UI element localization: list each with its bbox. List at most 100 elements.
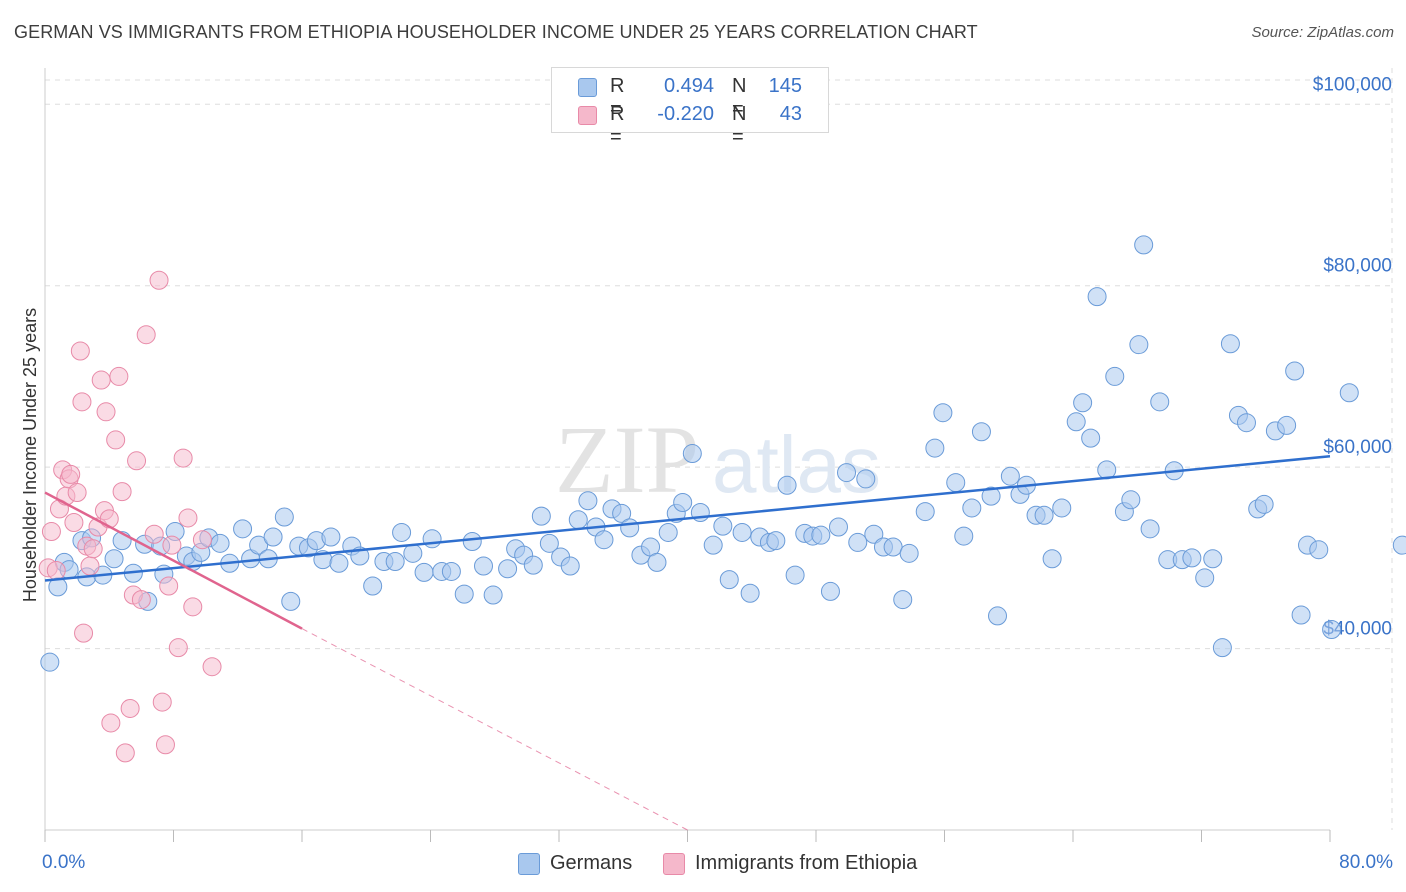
germans-point: [899, 543, 919, 563]
ethiopia-point: [112, 482, 132, 502]
germans-point: [578, 491, 598, 511]
y-tick-label: $100,000: [1313, 74, 1392, 95]
ethiopia-point: [101, 713, 121, 733]
germans-point: [703, 535, 723, 555]
ethiopia-point: [159, 576, 179, 596]
germans-point: [104, 549, 124, 569]
germans-point: [1212, 638, 1232, 658]
germans-point: [673, 493, 693, 513]
ethiopia-point: [96, 402, 116, 422]
ethiopia-point: [41, 522, 61, 542]
germans-point: [210, 533, 230, 553]
germans-point: [321, 527, 341, 547]
ethiopia-point: [183, 597, 203, 617]
watermark: ZIP: [555, 406, 699, 513]
germans-point: [1392, 535, 1406, 555]
ethiopia-swatch: [578, 106, 597, 125]
germans-point: [933, 403, 953, 423]
stats-legend: R = 0.494 N = 145 R = -0.220 N = 43: [551, 67, 829, 148]
series-legend: Germans Immigrants from Ethiopia: [0, 852, 1406, 878]
ethiopia-point: [80, 556, 100, 576]
ethiopia-point: [202, 657, 222, 677]
r-label: R =: [610, 75, 625, 120]
germans-point: [1277, 415, 1297, 435]
germans-point: [740, 583, 760, 603]
germans-point: [249, 535, 269, 555]
germans-point: [785, 565, 805, 585]
germans-point: [274, 507, 294, 527]
x-tick-label-start: 0.0%: [42, 852, 85, 873]
germans-point: [962, 498, 982, 518]
germans-point: [329, 553, 349, 573]
germans-point: [883, 537, 903, 557]
germans-point: [1339, 383, 1359, 403]
germans-swatch: [578, 78, 597, 97]
germans-point: [856, 469, 876, 489]
germans-point: [766, 531, 786, 551]
germans-point: [647, 552, 667, 572]
germans-point: [1309, 540, 1329, 560]
ethiopia-point: [83, 539, 103, 559]
germans-point: [848, 532, 868, 552]
germans-point: [462, 532, 482, 552]
germans-point: [777, 475, 797, 495]
germans-point: [971, 422, 991, 442]
trend-lines: [44, 455, 1331, 831]
germans-legend-label: Germans: [550, 852, 633, 874]
germans-point: [1000, 466, 1020, 486]
ethiopia-point: [70, 341, 90, 361]
germans-point: [620, 518, 640, 538]
germans-point: [1105, 366, 1125, 386]
ethiopia-point: [115, 743, 135, 763]
x-tick-labels: 0.0% 80.0%: [42, 852, 1393, 873]
germans-point: [946, 473, 966, 493]
germans-point: [441, 561, 461, 581]
germans-points: [40, 235, 1406, 672]
germans-point: [1150, 392, 1170, 412]
ethiopia-point: [173, 448, 193, 468]
germans-point: [893, 590, 913, 610]
germans-point: [498, 559, 518, 579]
ethiopia-trend-line: [44, 491, 303, 630]
germans-point: [560, 556, 580, 576]
ethiopia-point: [127, 451, 147, 471]
ethiopia-point: [106, 430, 126, 450]
germans-point: [422, 529, 442, 549]
y-tick-label: $40,000: [1323, 619, 1392, 640]
ethiopia-trend-extension: [301, 628, 688, 831]
ethiopia-legend-label: Immigrants from Ethiopia: [695, 852, 918, 874]
ethiopia-point: [155, 735, 175, 755]
n-value: 43: [779, 103, 802, 125]
germans-point: [392, 522, 412, 542]
germans-point: [1220, 334, 1240, 354]
n-label: N =: [732, 103, 747, 148]
germans-trend-line: [44, 455, 1331, 582]
ethiopia-point: [72, 392, 92, 412]
germans-point: [385, 551, 405, 571]
germans-point: [454, 584, 474, 604]
germans-point: [483, 585, 503, 605]
germans-point: [263, 527, 283, 547]
germans-point: [925, 438, 945, 458]
germans-point: [403, 543, 423, 563]
germans-point: [233, 519, 253, 539]
germans-point: [1052, 498, 1072, 518]
chart-title: GERMAN VS IMMIGRANTS FROM ETHIOPIA HOUSE…: [14, 22, 978, 42]
germans-point: [1087, 287, 1107, 307]
ethiopia-point: [91, 370, 111, 390]
germans-point: [732, 522, 752, 542]
ethiopia-point: [149, 270, 169, 290]
ethiopia-point: [109, 366, 129, 386]
germans-point: [682, 444, 702, 464]
ethiopia-point: [192, 530, 212, 550]
germans-point: [539, 533, 559, 553]
germans-point: [474, 556, 494, 576]
ethiopia-point: [120, 698, 140, 718]
ethiopia-point: [46, 561, 66, 581]
ethiopia-point: [144, 524, 164, 544]
source-credit: Source: ZipAtlas.com: [1251, 24, 1394, 41]
germans-point: [1291, 605, 1311, 625]
germans-point: [1066, 412, 1086, 432]
germans-point: [594, 530, 614, 550]
